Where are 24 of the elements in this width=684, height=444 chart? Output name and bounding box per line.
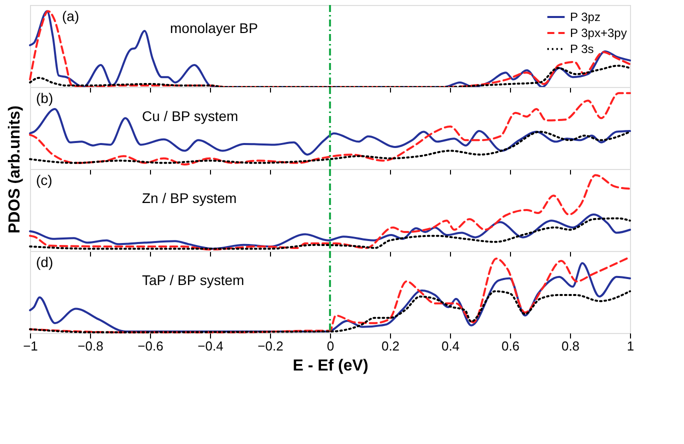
x-tick-label: 1 (626, 338, 634, 354)
x-tick-label: −0.8 (78, 338, 104, 354)
x-tick-label: 0.6 (501, 338, 520, 354)
legend-label: P 3s (570, 42, 594, 56)
annotation: monolayer BP (170, 20, 258, 36)
annotation: (a) (62, 8, 80, 24)
legend-label: P 3pz (570, 10, 600, 24)
x-axis-title: E - Ef (eV) (292, 358, 368, 374)
legend-label: P 3px+3py (570, 26, 627, 40)
x-tick-label: 0 (326, 338, 334, 354)
annotation: TaP / BP system (142, 272, 244, 288)
x-tick-label: −0.6 (138, 338, 164, 354)
annotation: Cu / BP system (142, 108, 238, 124)
x-tick-label: −0.4 (198, 338, 224, 354)
x-tick-label: 0.8 (561, 338, 580, 354)
x-tick-label: −1 (23, 338, 38, 354)
annotation: (c) (36, 172, 52, 188)
x-tick-label: 0.2 (381, 338, 400, 354)
annotation: (b) (36, 90, 54, 106)
x-tick-label: −0.2 (258, 338, 284, 354)
annotation: Zn / BP system (142, 190, 237, 206)
y-axis-title: PDOS (arb.units) (6, 105, 24, 234)
x-tick-label: 0.4 (441, 338, 460, 354)
annotation: (d) (36, 254, 54, 270)
